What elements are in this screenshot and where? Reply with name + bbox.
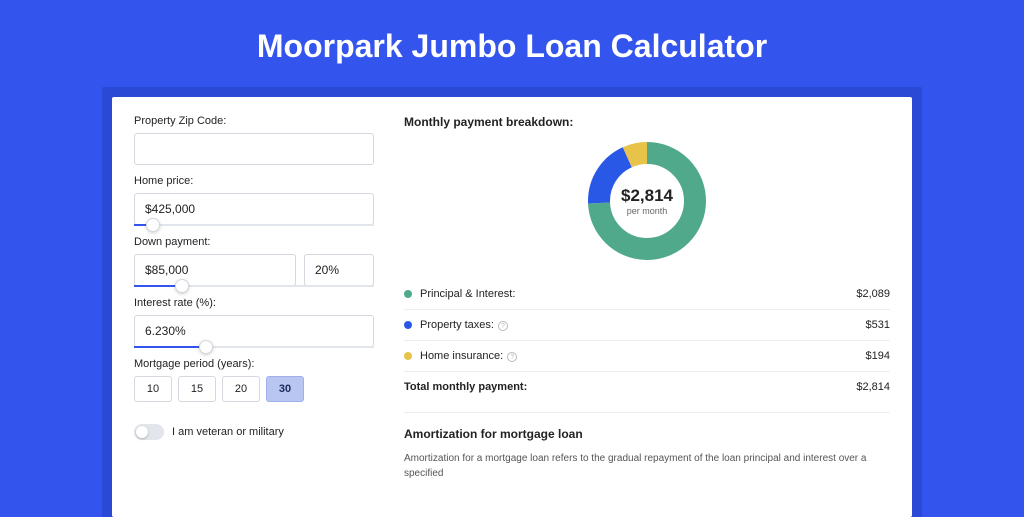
down-payment-label: Down payment: — [134, 236, 374, 248]
amortization-title: Amortization for mortgage loan — [404, 427, 890, 441]
home-price-input[interactable] — [134, 193, 374, 225]
info-icon[interactable]: ? — [507, 352, 517, 362]
breakdown-item: Home insurance:?$194 — [404, 340, 890, 371]
breakdown-item: Property taxes:?$531 — [404, 309, 890, 340]
toggle-knob — [136, 426, 148, 438]
payment-donut: $2,814 per month — [587, 141, 707, 261]
donut-sub: per month — [627, 206, 668, 216]
outer-panel: Property Zip Code: Home price: Down paym… — [102, 87, 922, 517]
home-price-slider-thumb[interactable] — [146, 218, 160, 232]
zip-input[interactable] — [134, 133, 374, 165]
rate-input[interactable] — [134, 315, 374, 347]
legend-dot — [404, 352, 412, 360]
legend-dot — [404, 290, 412, 298]
total-row: Total monthly payment: $2,814 — [404, 371, 890, 402]
rate-label: Interest rate (%): — [134, 297, 374, 309]
form-column: Property Zip Code: Home price: Down paym… — [134, 115, 374, 499]
period-row: 10152030 — [134, 376, 374, 402]
period-label: Mortgage period (years): — [134, 358, 374, 370]
period-btn-30[interactable]: 30 — [266, 376, 304, 402]
rate-slider-thumb[interactable] — [199, 340, 213, 354]
breakdown-item-label: Home insurance:? — [420, 350, 866, 362]
total-label: Total monthly payment: — [404, 381, 856, 393]
down-pct-input[interactable] — [304, 254, 374, 286]
amortization-section: Amortization for mortgage loan Amortizat… — [404, 412, 890, 481]
down-slider-thumb[interactable] — [175, 279, 189, 293]
calculator-card: Property Zip Code: Home price: Down paym… — [112, 97, 912, 517]
breakdown-item-value: $194 — [866, 350, 890, 362]
donut-amount: $2,814 — [621, 186, 673, 206]
breakdown-item-value: $531 — [866, 319, 890, 331]
rate-slider[interactable] — [134, 346, 374, 348]
breakdown-title: Monthly payment breakdown: — [404, 115, 890, 129]
breakdown-item-label: Property taxes:? — [420, 319, 866, 331]
period-btn-20[interactable]: 20 — [222, 376, 260, 402]
period-btn-15[interactable]: 15 — [178, 376, 216, 402]
breakdown-column: Monthly payment breakdown: $2,814 per mo… — [404, 115, 890, 499]
zip-label: Property Zip Code: — [134, 115, 374, 127]
veteran-toggle[interactable] — [134, 424, 164, 440]
page-title: Moorpark Jumbo Loan Calculator — [0, 0, 1024, 87]
period-btn-10[interactable]: 10 — [134, 376, 172, 402]
amortization-text: Amortization for a mortgage loan refers … — [404, 451, 890, 481]
home-price-slider[interactable] — [134, 224, 374, 226]
down-slider[interactable] — [134, 285, 374, 287]
home-price-label: Home price: — [134, 175, 374, 187]
down-amount-input[interactable] — [134, 254, 296, 286]
breakdown-item-value: $2,089 — [856, 288, 890, 300]
veteran-label: I am veteran or military — [172, 426, 284, 438]
breakdown-item: Principal & Interest:$2,089 — [404, 279, 890, 309]
total-value: $2,814 — [856, 381, 890, 393]
legend-dot — [404, 321, 412, 329]
breakdown-item-label: Principal & Interest: — [420, 288, 856, 300]
info-icon[interactable]: ? — [498, 321, 508, 331]
